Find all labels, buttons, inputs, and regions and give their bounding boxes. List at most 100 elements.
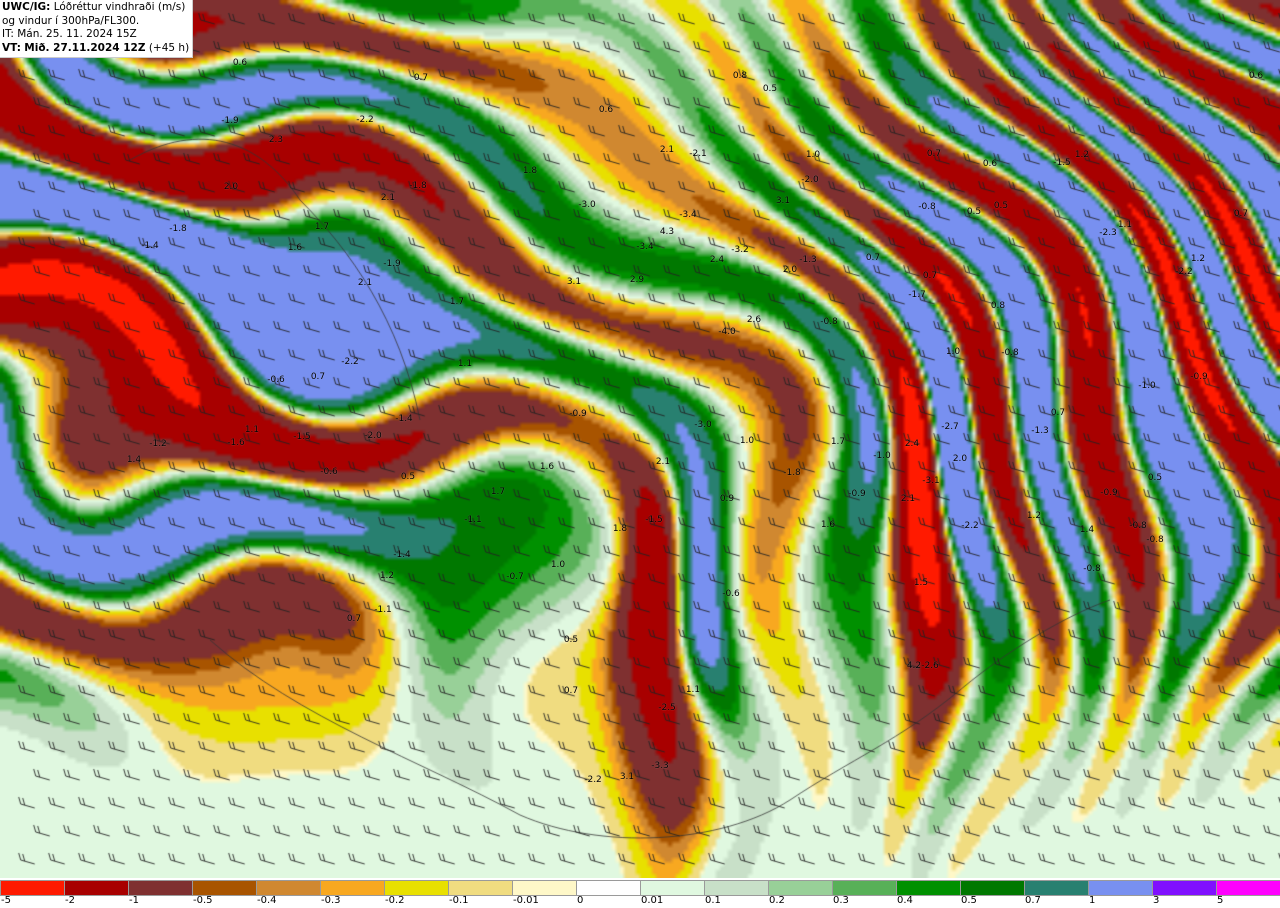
value-label: 0.7 [922, 271, 938, 281]
legend-swatch [1088, 880, 1152, 896]
value-label: -1.0 [873, 451, 891, 461]
value-label: 0.7 [310, 372, 326, 382]
legend-swatch [128, 880, 192, 896]
legend-swatch [960, 880, 1024, 896]
legend-tick-label: 0.1 [705, 895, 721, 906]
legend-swatch [832, 880, 896, 896]
value-label: 1.2 [1026, 511, 1042, 521]
legend-swatch [256, 880, 320, 896]
value-label: 0.5 [1147, 473, 1163, 483]
value-label: 2.0 [952, 454, 968, 464]
valid-label: VT: [2, 41, 21, 54]
legend-tick-label: 0.5 [961, 895, 977, 906]
value-label: 1.7 [314, 222, 330, 232]
legend-swatch [512, 880, 576, 896]
value-label: -2.5 [658, 703, 676, 713]
value-label: -2.3 [1099, 228, 1117, 238]
legend-swatch [384, 880, 448, 896]
value-label: 1.8 [522, 166, 538, 176]
value-label: 2.1 [357, 278, 373, 288]
value-label: -2.6 [921, 661, 939, 671]
legend-tick-label: 0 [577, 895, 584, 906]
value-label: -3.1 [922, 476, 940, 486]
value-label: -2.2 [341, 357, 359, 367]
value-label: 2.9 [629, 275, 645, 285]
value-label: 3.1 [566, 277, 582, 287]
legend-tick-label: 0.3 [833, 895, 849, 906]
legend-swatch [1024, 880, 1088, 896]
value-label: -2.2 [1175, 267, 1193, 277]
legend-tick-label: 1 [1089, 895, 1096, 906]
value-label: -0.9 [1190, 372, 1208, 382]
value-label: 1.6 [539, 462, 555, 472]
value-label: 0.6 [1248, 71, 1264, 81]
value-label: 2.4 [904, 439, 920, 449]
legend-tick-label: -5 [1, 895, 11, 906]
value-label: -1.3 [1031, 426, 1049, 436]
value-label: 1.7 [449, 297, 465, 307]
value-label: -3.0 [578, 200, 596, 210]
vertical-velocity-field [0, 0, 1280, 878]
value-label: 1.0 [805, 150, 821, 160]
value-label: -0.8 [820, 317, 838, 327]
value-label: 1.5 [913, 578, 929, 588]
legend-swatch [1216, 880, 1280, 896]
value-label: -3.3 [651, 761, 669, 771]
value-label: -4.0 [718, 327, 736, 337]
value-label: -1.9 [383, 259, 401, 269]
legend-swatch [576, 880, 640, 896]
value-label: -0.8 [1146, 535, 1164, 545]
value-label: 1.2 [1190, 254, 1206, 264]
vertical-wind-map: 0.6 0.7 0.8 0.5 0.6 -1.9 -2.2 2.3 0.6 2.1 -2.1 1.0 0… [0, 0, 1280, 878]
legend-swatch [704, 880, 768, 896]
map-title-box: UWC/IG: Lóðréttur vindhraði (m/s) og vin… [0, 0, 194, 58]
value-label: 0.7 [926, 149, 942, 159]
legend-swatch [320, 880, 384, 896]
value-label: -3.0 [694, 420, 712, 430]
value-label: 0.6 [982, 159, 998, 169]
value-label: -2.0 [364, 431, 382, 441]
legend-swatch [896, 880, 960, 896]
legend-swatch [64, 880, 128, 896]
value-label: 1.7 [490, 487, 506, 497]
value-label: -0.6 [722, 589, 740, 599]
legend-tick-label: -0.5 [193, 895, 213, 906]
value-label: -1.5 [645, 515, 663, 525]
value-label: -1.4 [141, 241, 159, 251]
title-line1: Lóðréttur vindhraði (m/s) [53, 1, 186, 13]
value-label: -1.4 [395, 414, 413, 424]
value-label: -0.6 [267, 375, 285, 385]
legend-tick-label: 3 [1153, 895, 1160, 906]
value-label: -2.0 [801, 175, 819, 185]
legend-tick-label: 5 [1217, 895, 1224, 906]
value-label: 2.0 [223, 182, 239, 192]
lead-time: (+45 h) [148, 41, 190, 54]
value-label: -3.4 [679, 210, 697, 220]
value-label: 3.1 [619, 772, 635, 782]
value-label: 0.7 [1050, 408, 1066, 418]
value-label: 2.6 [746, 315, 762, 325]
value-label: 1.0 [550, 560, 566, 570]
value-label: 2.3 [268, 135, 284, 145]
value-label: 2.1 [655, 457, 671, 467]
legend-tick-label: 0.01 [641, 895, 664, 906]
value-label: 2.0 [782, 265, 798, 275]
value-label: -0.9 [569, 409, 587, 419]
value-label: 0.7 [865, 253, 881, 263]
value-label: -0.8 [1001, 348, 1019, 358]
legend-tick-label: -0.2 [385, 895, 405, 906]
value-label: 1.2 [1074, 150, 1090, 160]
value-label: -1.2 [149, 439, 167, 449]
value-label: -0.8 [1129, 521, 1147, 531]
value-label: -1.8 [169, 224, 187, 234]
value-label: 1.1 [685, 685, 701, 695]
value-label: 1.7 [830, 437, 846, 447]
legend-swatch [768, 880, 832, 896]
value-label: 0.7 [413, 73, 429, 83]
value-label: -2.7 [941, 422, 959, 432]
value-label: -0.9 [848, 489, 866, 499]
value-label: -1.8 [783, 468, 801, 478]
value-label: -1.8 [409, 181, 427, 191]
value-label: -1.9 [221, 116, 239, 126]
product-label: UWC/IG: [2, 1, 51, 13]
